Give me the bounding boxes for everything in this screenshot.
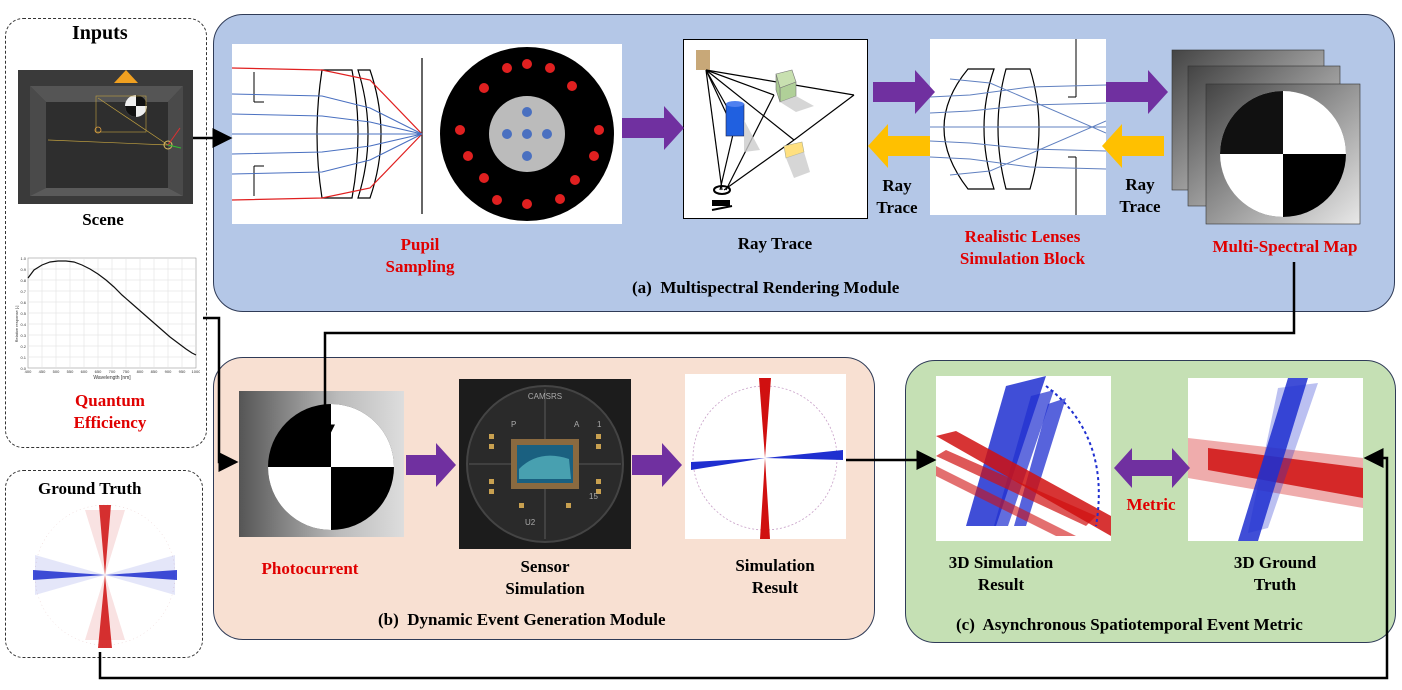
module-c-title: (c) Asynchronous Spatiotemporal Event Me… [956, 615, 1303, 634]
svg-text:500: 500 [53, 369, 60, 374]
ray-trace-scene [683, 39, 868, 219]
gt3d-label: 3D Ground Truth [1233, 553, 1317, 594]
svg-text:900: 900 [165, 369, 172, 374]
svg-text:850: 850 [151, 369, 158, 374]
sensor-image: CAMSRS P A 1 15 U2 [459, 379, 631, 549]
svg-text:0.9: 0.9 [20, 267, 26, 272]
purple-arrow-sensor-to-sim [632, 443, 682, 487]
svg-text:400: 400 [25, 369, 32, 374]
ray-trace-left-label: Ray Trace [876, 176, 918, 217]
svg-text:700: 700 [109, 369, 116, 374]
pupil-lens-diagram [232, 44, 622, 224]
multi-spectral-map-label: Multi-Spectral Map [1212, 237, 1358, 256]
realistic-lens-diagram [930, 39, 1106, 215]
qe-curve [27, 260, 197, 356]
sensor-text-p: P [511, 420, 516, 429]
simulation-result-label: Simulation Result [735, 556, 815, 597]
svg-text:1.0: 1.0 [20, 256, 26, 261]
sensor-text-1: 1 [597, 420, 602, 429]
realistic-lenses-label: Realistic Lenses Simulation Block [959, 227, 1086, 268]
purple-arrow-raytrace-to-lens [873, 70, 935, 114]
photocurrent-label: Photocurrent [261, 559, 359, 578]
svg-text:0.5: 0.5 [20, 311, 26, 316]
svg-text:0.1: 0.1 [20, 355, 26, 360]
svg-text:800: 800 [137, 369, 144, 374]
yellow-arrow-lens-to-raytrace [868, 124, 930, 168]
qe-xlabel: Wavelength [nm] [93, 375, 131, 381]
yellow-arrow-msmap-to-lens [1102, 124, 1164, 168]
module-a-title: (a) Multispectral Rendering Module [632, 278, 900, 297]
svg-text:0.8: 0.8 [20, 278, 26, 283]
svg-text:600: 600 [81, 369, 88, 374]
quantum-efficiency-chart: Wavelength [nm] 400 450 500 550 600 650 … [14, 254, 200, 384]
qe-ylabel: Relative response [-] [14, 306, 19, 343]
sim3d-label: 3D Simulation Result [948, 553, 1054, 594]
purple-arrow-pupil-to-raytrace [622, 106, 684, 150]
sensor-simulation-label: Sensor Simulation [505, 557, 585, 598]
svg-text:650: 650 [95, 369, 102, 374]
sensor-text-15: 15 [589, 492, 598, 501]
scene-image [18, 70, 193, 204]
purple-arrow-lens-to-msmap [1106, 70, 1168, 114]
photocurrent-image [239, 391, 404, 537]
svg-text:450: 450 [39, 369, 46, 374]
sim3d-events [936, 376, 1111, 541]
sensor-text-u2: U2 [525, 518, 536, 527]
ground-truth-title: Ground Truth [38, 479, 142, 498]
purple-double-arrow-metric [1114, 448, 1190, 488]
pupil-sampling-label: Pupil Sampling [385, 235, 455, 276]
svg-text:0.6: 0.6 [20, 300, 26, 305]
qe-to-photocurrent-arrow [203, 316, 239, 472]
sensor-text-a: A [574, 420, 580, 429]
multispectral-map-stack [1170, 48, 1365, 228]
svg-text:1000: 1000 [192, 369, 200, 374]
sensor-text-top: CAMSRS [528, 392, 562, 401]
metric-label: Metric [1126, 495, 1176, 514]
scene-label: Scene [82, 210, 124, 229]
ray-trace-right-label: Ray Trace [1119, 175, 1161, 216]
purple-arrow-photo-to-sensor [406, 443, 456, 487]
gt3d-events [1188, 378, 1363, 541]
svg-text:0.2: 0.2 [20, 344, 26, 349]
module-b-title: (b) Dynamic Event Generation Module [378, 610, 666, 629]
svg-text:750: 750 [123, 369, 130, 374]
svg-text:950: 950 [179, 369, 186, 374]
msmap-to-photocurrent-arrow [315, 262, 1296, 445]
svg-text:0.4: 0.4 [20, 322, 26, 327]
ray-trace-label: Ray Trace [737, 234, 813, 253]
svg-text:0.7: 0.7 [20, 289, 26, 294]
quantum-efficiency-label: Quantum Efficiency [73, 391, 147, 432]
ground-truth-events [25, 500, 185, 650]
inputs-title: Inputs [72, 22, 128, 44]
svg-text:550: 550 [67, 369, 74, 374]
svg-text:0.3: 0.3 [20, 333, 26, 338]
simulation-result-image [685, 374, 846, 539]
svg-text:0.0: 0.0 [20, 366, 26, 371]
gt-loop-arrow [98, 448, 1389, 680]
